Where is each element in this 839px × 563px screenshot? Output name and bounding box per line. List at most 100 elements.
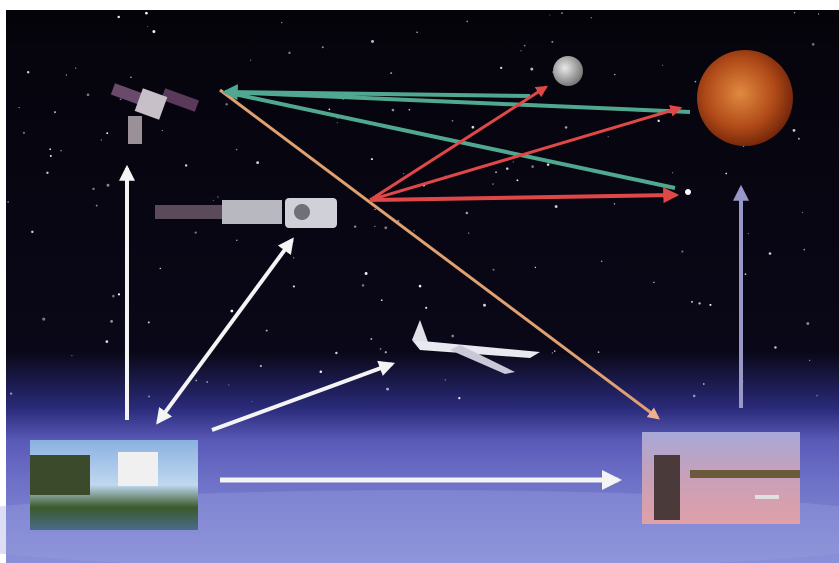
star [597,351,600,353]
star [265,329,268,332]
star [516,179,519,182]
star [26,71,30,74]
star [747,233,749,235]
star [657,119,660,122]
star [471,125,475,129]
star [561,12,563,14]
star [531,165,534,168]
star [293,257,295,259]
star [152,30,156,33]
star [130,76,132,79]
star [117,15,120,19]
star [54,111,57,114]
star [86,93,90,97]
star [370,158,373,161]
star [60,149,62,152]
star [321,46,324,49]
star [698,302,701,305]
star [709,303,712,306]
star [206,381,208,383]
star [425,306,428,309]
star [661,64,664,66]
star [251,400,253,402]
star [768,252,772,255]
star [374,225,376,227]
star [607,136,609,138]
star [413,230,415,232]
star [71,355,73,357]
star [816,394,818,397]
star [451,334,455,338]
satellite [110,83,199,144]
arrow [224,90,691,114]
star [458,396,461,400]
star [374,208,376,211]
arrow [156,237,294,425]
star [499,66,503,70]
star [148,395,151,398]
star [230,309,234,313]
star [119,98,122,101]
star [117,293,121,296]
arrow [224,90,676,190]
star [808,359,811,362]
star [492,268,495,271]
star [371,39,375,43]
star [75,67,77,69]
star [512,161,514,163]
star [551,352,554,354]
star [444,379,446,381]
star [681,250,684,253]
star [694,80,697,83]
star [466,20,468,23]
aircraft [412,320,540,374]
star [390,72,393,75]
star [106,183,110,187]
star [110,319,113,323]
star [49,154,52,157]
star [319,370,323,374]
star [364,272,368,275]
star [384,351,387,354]
star [483,303,486,307]
star [370,338,373,340]
star [671,172,674,174]
star [335,351,338,355]
star [495,171,497,174]
star [100,139,102,141]
star [797,137,800,140]
star [811,43,815,46]
star [7,201,10,203]
star [418,284,422,288]
star [46,171,49,174]
star [328,108,331,111]
arrow [211,360,396,432]
star [112,294,115,298]
star [217,196,219,198]
star [281,22,283,24]
star [530,67,534,71]
star [801,212,804,214]
arrow [219,88,660,420]
star [145,11,148,15]
star [653,281,655,283]
star [523,44,526,47]
star [551,40,554,43]
star [774,346,777,349]
arrow [369,85,549,202]
star [95,204,98,207]
star [744,273,747,275]
star [725,172,728,175]
star [384,226,388,230]
star [92,187,95,191]
moon [553,56,583,86]
star [520,50,522,52]
star [505,167,509,170]
star [600,260,603,263]
star [613,203,616,205]
observer-photo [642,432,800,524]
star [803,248,806,251]
star [159,267,162,270]
star [259,364,262,368]
